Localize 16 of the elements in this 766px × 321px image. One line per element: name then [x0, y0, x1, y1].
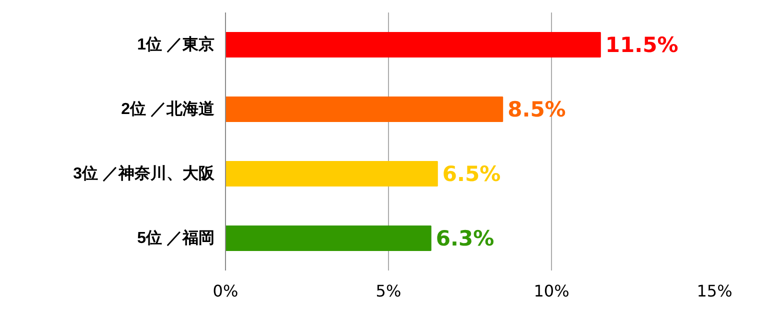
x-tick-label: 10%	[534, 282, 570, 300]
y-tick-label: 5位 ／福岡	[137, 228, 214, 247]
x-tick-label: 15%	[696, 282, 732, 300]
y-tick-label: 1位 ／東京	[137, 35, 214, 54]
y-tick-label: 2位 ／北海道	[121, 100, 216, 118]
data-label: 8.5%	[508, 97, 566, 122]
bar	[226, 225, 432, 252]
data-label: 6.5%	[442, 162, 501, 186]
data-label: 6.3%	[436, 226, 494, 250]
bar	[226, 160, 438, 187]
bar	[226, 32, 601, 58]
data-label: 11.5%	[605, 32, 678, 57]
bar	[226, 96, 504, 122]
x-tick-label: 0%	[212, 282, 238, 300]
y-tick-label: 3位 ／神奈川、大阪	[73, 164, 216, 182]
x-tick-label: 5%	[376, 282, 402, 300]
